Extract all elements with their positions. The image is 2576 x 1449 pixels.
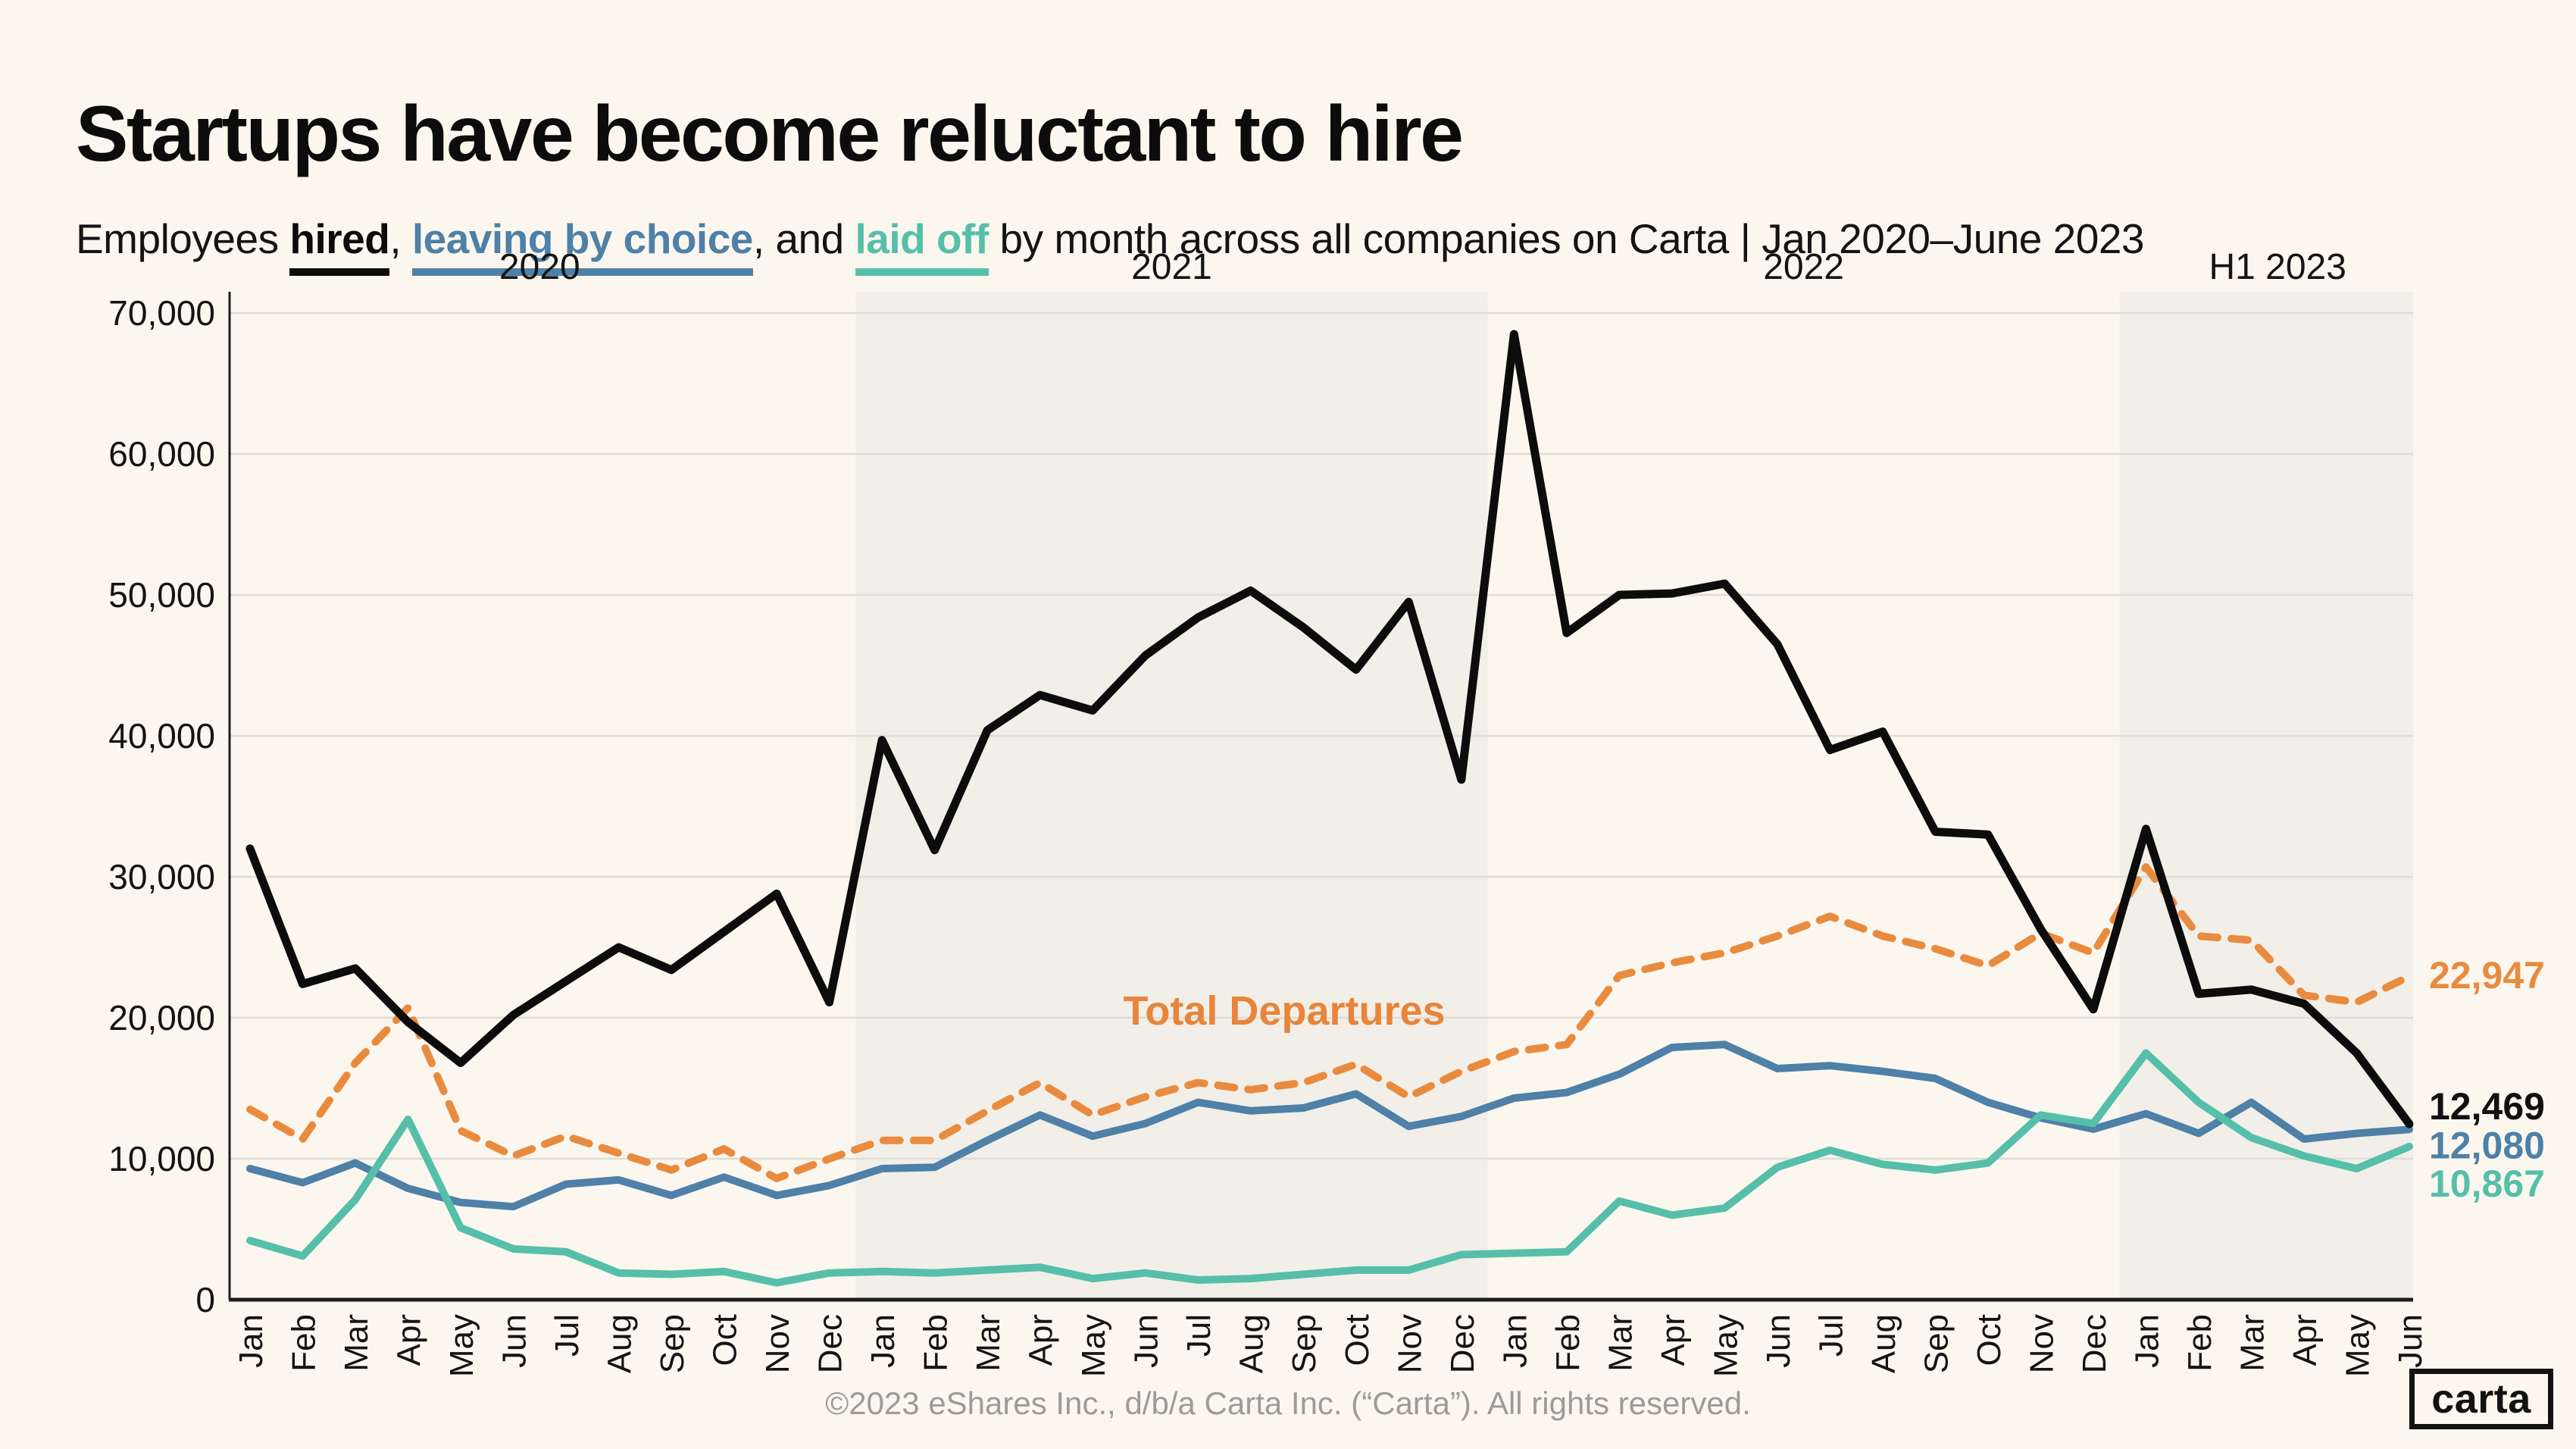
x-month-label: Nov — [1391, 1314, 1428, 1373]
x-month-label: Jun — [1128, 1314, 1165, 1368]
x-month-label: Dec — [812, 1314, 849, 1373]
x-month-label: May — [443, 1314, 480, 1377]
x-month-label: Feb — [1549, 1314, 1587, 1372]
end-label-laid-off: 10,867 — [2429, 1163, 2545, 1205]
year-bands — [855, 292, 2413, 1300]
gridlines — [230, 311, 2413, 1160]
carta-logo-text: carta — [2431, 1376, 2531, 1422]
x-month-label: Feb — [286, 1314, 323, 1372]
x-month-label: Oct — [1339, 1314, 1376, 1366]
x-month-label: May — [1075, 1314, 1112, 1377]
x-month-labels: Jan Feb Mar Apr May Jun Jul Aug Sep Oct Nov Dec Jan F… — [233, 1314, 2429, 1377]
band-h1-2023 — [2119, 292, 2413, 1300]
x-month-label: Jan — [2128, 1314, 2165, 1368]
x-month-label: Dec — [1444, 1314, 1481, 1373]
x-month-label: Oct — [707, 1314, 744, 1366]
x-month-label: Nov — [759, 1314, 796, 1373]
legend-laid-off: laid off — [855, 215, 989, 276]
y-tick-labels: 0 10,000 20,000 30,000 40,000 50,000 60,000 70,… — [108, 293, 215, 1319]
y-tick-label: 40,000 — [108, 716, 215, 756]
x-month-label: Apr — [391, 1314, 428, 1366]
x-month-label: Mar — [1602, 1314, 1639, 1372]
x-month-label: Sep — [1918, 1314, 1955, 1373]
year-labels: 2020 2021 2022 H1 2023 — [499, 247, 2346, 287]
annotation-total-departures: Total Departures — [1123, 988, 1445, 1034]
x-month-label: Mar — [970, 1314, 1007, 1372]
y-tick-label: 20,000 — [108, 998, 215, 1037]
year-label-2022: 2022 — [1763, 247, 1844, 287]
x-month-label: Jun — [496, 1314, 533, 1368]
x-month-label: Sep — [1286, 1314, 1323, 1373]
x-month-label: Jan — [1496, 1314, 1533, 1368]
x-month-label: May — [1707, 1314, 1744, 1377]
end-label-leaving-by-choice: 12,080 — [2429, 1124, 2545, 1166]
line-laid-off — [246, 1049, 2413, 1287]
y-tick-label: 0 — [195, 1280, 215, 1319]
x-month-label: Apr — [1023, 1314, 1060, 1366]
x-month-label: Mar — [2234, 1314, 2271, 1372]
y-tick-label: 60,000 — [108, 434, 215, 474]
end-label-hired: 12,469 — [2429, 1085, 2545, 1128]
x-month-label: Jan — [864, 1314, 902, 1368]
band-2021 — [855, 292, 1488, 1300]
legend-hired: hired — [289, 215, 390, 276]
x-month-label: Jun — [2392, 1314, 2429, 1368]
year-label-2020: 2020 — [499, 247, 580, 287]
x-month-label: Mar — [338, 1314, 375, 1372]
subtitle-sep2: , and — [752, 215, 855, 262]
subtitle-prefix: Employees — [76, 215, 290, 262]
year-label-h1-2023: H1 2023 — [2209, 247, 2346, 287]
line-hired — [245, 330, 2414, 1128]
x-month-label: Aug — [1233, 1314, 1271, 1373]
x-month-label: Jan — [233, 1314, 270, 1368]
x-month-label: Dec — [2076, 1314, 2113, 1373]
x-month-label: Feb — [2181, 1314, 2218, 1372]
year-label-2021: 2021 — [1131, 247, 1212, 287]
carta-logo: carta — [2409, 1369, 2553, 1429]
x-month-label: May — [2339, 1314, 2376, 1377]
x-month-label: Apr — [2287, 1314, 2324, 1366]
copyright-footer: ©2023 eShares Inc., d/b/a Carta Inc. (“C… — [825, 1385, 1751, 1421]
x-month-label: Jul — [1812, 1314, 1849, 1357]
x-month-label: Sep — [654, 1314, 691, 1373]
series-lines — [245, 330, 2414, 1287]
x-month-label: Jul — [549, 1314, 586, 1357]
chart-subtitle: Employees hired, leaving by choice, and … — [76, 214, 2145, 276]
page-title: Startups have become reluctant to hire — [76, 89, 1464, 178]
legend-leaving-by-choice: leaving by choice — [411, 215, 753, 276]
x-month-label: Nov — [2023, 1314, 2060, 1373]
x-month-label: Jul — [1180, 1314, 1218, 1357]
y-tick-label: 10,000 — [108, 1139, 215, 1178]
x-month-label: Oct — [1971, 1314, 2008, 1366]
x-month-label: Aug — [602, 1314, 639, 1373]
x-month-label: Feb — [918, 1314, 955, 1372]
subtitle-sep1: , — [389, 215, 412, 262]
x-month-label: Aug — [1865, 1314, 1902, 1373]
y-tick-label: 70,000 — [108, 293, 215, 333]
y-tick-label: 50,000 — [108, 575, 215, 615]
end-label-total-departures: 22,947 — [2429, 954, 2545, 997]
x-month-label: Apr — [1655, 1314, 1692, 1366]
x-month-label: Jun — [1760, 1314, 1797, 1368]
subtitle-suffix: by month across all companies on Carta |… — [988, 215, 2145, 262]
y-tick-label: 30,000 — [108, 857, 215, 897]
